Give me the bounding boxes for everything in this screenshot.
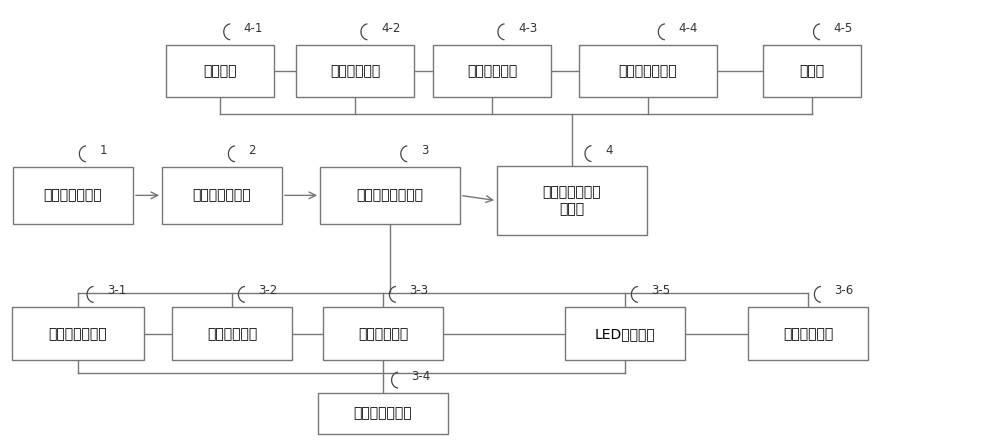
Text: 控制器: 控制器 (799, 64, 825, 78)
FancyBboxPatch shape (318, 393, 448, 434)
FancyBboxPatch shape (166, 45, 274, 97)
Text: 4: 4 (605, 144, 612, 156)
FancyBboxPatch shape (579, 45, 717, 97)
Text: 3-1: 3-1 (107, 285, 126, 297)
Text: 无线通信模块: 无线通信模块 (358, 327, 408, 341)
Text: 4-2: 4-2 (381, 22, 400, 35)
FancyBboxPatch shape (565, 307, 685, 360)
Text: 掉电检测模块: 掉电检测模块 (207, 327, 257, 341)
FancyBboxPatch shape (497, 166, 647, 235)
FancyBboxPatch shape (763, 45, 861, 97)
Text: 调光调色驱动单元: 调光调色驱动单元 (356, 188, 424, 202)
Text: LED驱动模块: LED驱动模块 (595, 327, 655, 341)
Text: 过载保护单元: 过载保护单元 (783, 327, 833, 341)
Text: 用电量检测单元: 用电量检测单元 (619, 64, 677, 78)
Text: 电流检测单元: 电流检测单元 (330, 64, 380, 78)
FancyBboxPatch shape (748, 307, 868, 360)
Text: 电记忆体: 电记忆体 (203, 64, 237, 78)
FancyBboxPatch shape (433, 45, 551, 97)
Text: 3-3: 3-3 (409, 285, 429, 297)
Text: 4-3: 4-3 (518, 22, 537, 35)
Text: 自适应电源模块: 自适应电源模块 (49, 327, 107, 341)
FancyBboxPatch shape (323, 307, 443, 360)
Text: 4-1: 4-1 (244, 22, 263, 35)
Text: 电流控制单元: 电流控制单元 (467, 64, 517, 78)
Text: 反激式开关单元: 反激式开关单元 (193, 188, 251, 202)
Text: 照明设备数据采
集单元: 照明设备数据采 集单元 (543, 186, 601, 216)
FancyBboxPatch shape (13, 167, 133, 224)
Text: 4-4: 4-4 (678, 22, 698, 35)
Text: 市电滤波输入端: 市电滤波输入端 (44, 188, 102, 202)
FancyBboxPatch shape (296, 45, 414, 97)
Text: 3-4: 3-4 (412, 370, 431, 383)
FancyBboxPatch shape (162, 167, 282, 224)
Text: 3-6: 3-6 (834, 285, 854, 297)
Text: 1: 1 (99, 144, 107, 157)
FancyBboxPatch shape (12, 307, 144, 360)
Text: 4-5: 4-5 (834, 22, 853, 35)
Text: 3-2: 3-2 (258, 285, 278, 297)
Text: 2: 2 (248, 144, 256, 157)
FancyBboxPatch shape (320, 167, 460, 224)
Text: 微处理控制单元: 微处理控制单元 (354, 406, 412, 420)
Text: 3-5: 3-5 (651, 285, 671, 297)
Text: 3: 3 (421, 144, 428, 157)
FancyBboxPatch shape (172, 307, 292, 360)
